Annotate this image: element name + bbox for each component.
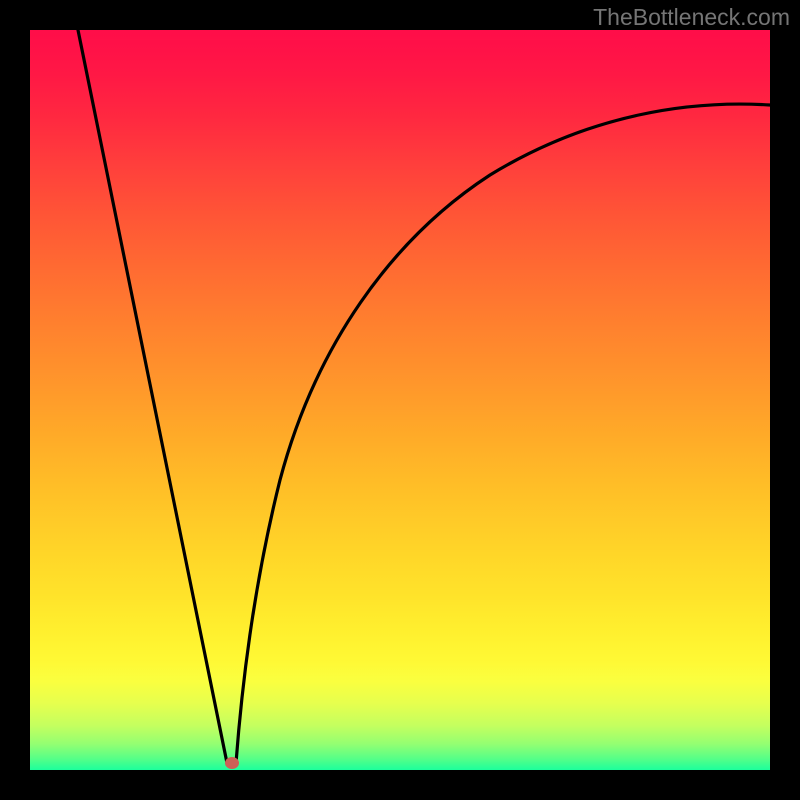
curve-right-branch <box>236 104 770 763</box>
bottleneck-curve <box>30 30 770 770</box>
minimum-marker <box>225 757 239 769</box>
plot-area <box>30 30 770 770</box>
watermark-text: TheBottleneck.com <box>593 4 790 31</box>
curve-left-branch <box>78 30 227 763</box>
